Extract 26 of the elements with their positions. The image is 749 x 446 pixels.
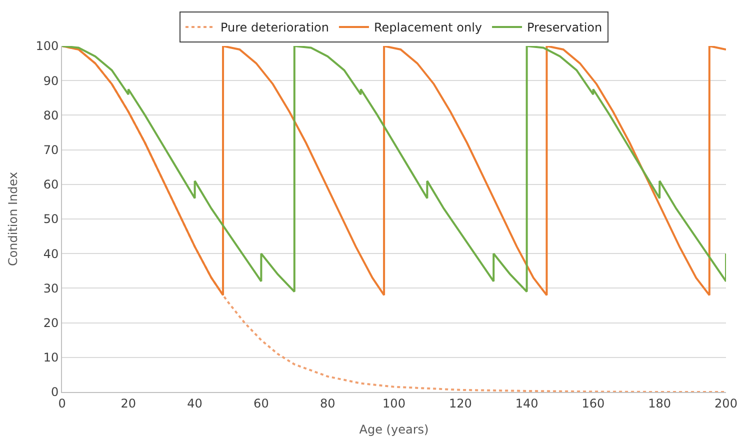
y-tick-label: 100 [36,39,59,54]
y-tick-label: 70 [43,143,59,157]
x-axis-title: Age (years) [359,422,429,436]
legend-label: Preservation [527,20,602,35]
y-tick-label: 80 [43,108,59,122]
y-tick-label: 50 [43,212,59,226]
legend-label: Replacement only [374,20,482,35]
y-tick-label: 90 [43,74,59,88]
y-tick-label: 20 [43,316,59,330]
x-tick-label: 40 [187,396,202,410]
x-tick-label: 180 [648,396,672,410]
y-tick-label: 60 [43,178,59,192]
x-tick-label: 60 [254,396,269,410]
x-tick-label: 140 [515,396,538,410]
y-tick-label: 0 [50,385,59,400]
x-tick-label: 20 [120,396,136,410]
x-tick-label: 100 [382,396,406,410]
x-tick-label: 120 [448,396,472,410]
legend-label: Pure deterioration [220,20,329,35]
x-tick-label: 160 [582,396,605,410]
y-axis-title: Condition Index [6,172,20,266]
y-tick-label: 30 [43,281,59,296]
x-tick-label: 200 [714,396,738,410]
x-tick-label: 80 [320,396,336,410]
y-tick-label: 40 [43,246,59,261]
y-tick-label: 10 [43,350,59,365]
